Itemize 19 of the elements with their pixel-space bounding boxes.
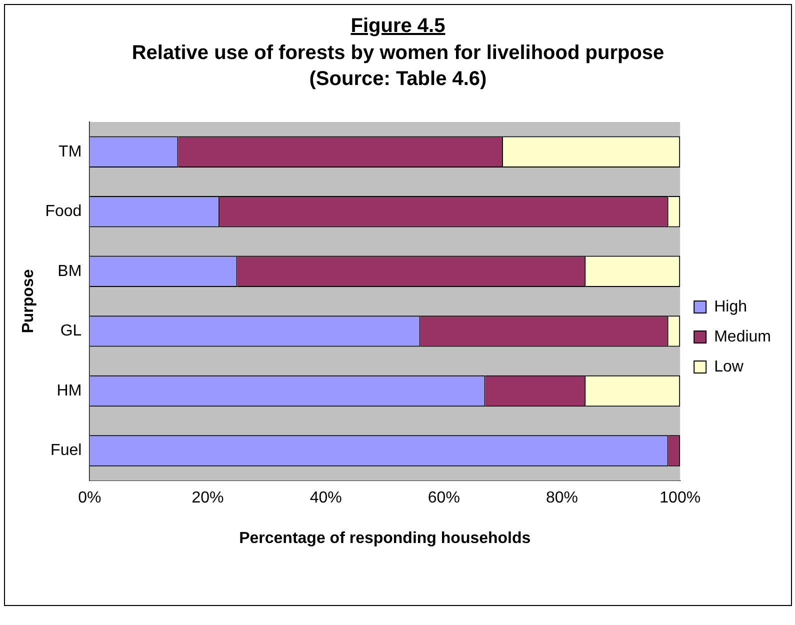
chart-title: Figure 4.5 [350, 15, 446, 38]
x-axis-title: Percentage of responding households [239, 530, 531, 547]
y-tick-label: TM [58, 143, 82, 160]
y-tick-label: Food [45, 203, 82, 220]
legend-label: High [714, 298, 747, 316]
chart-subtitle: Relative use of forests by women for livelihood purpose (Source: Table 4.6) [130, 41, 666, 92]
x-tick-label: 20% [192, 490, 224, 507]
y-tick-label: GL [60, 322, 82, 340]
x-tick-label: 100% [660, 490, 701, 507]
x-tick-label: 60% [428, 490, 460, 507]
x-tick-label: 0% [78, 490, 102, 507]
y-axis-title: Purpose [20, 269, 38, 334]
x-tick-label: 40% [310, 490, 342, 507]
legend-label: Low [714, 358, 744, 376]
legend-label: Medium [714, 328, 771, 346]
y-tick-label: BM [58, 262, 82, 280]
y-tick-label: Fuel [50, 442, 82, 460]
y-tick-label: HM [56, 382, 82, 400]
x-tick-label: 80% [546, 490, 578, 507]
